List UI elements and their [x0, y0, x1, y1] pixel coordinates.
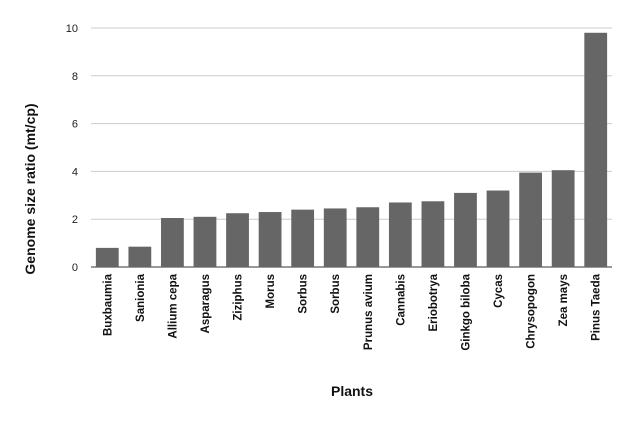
y-tick-label: 4 — [72, 166, 78, 178]
x-category-label: Sorbus — [298, 274, 310, 314]
x-category-label: Cycas — [493, 274, 505, 308]
x-category-label: Ginkgo biloba — [460, 273, 472, 350]
bar — [584, 32, 608, 267]
bar — [388, 202, 412, 267]
bar — [421, 201, 445, 267]
bar — [226, 213, 249, 267]
bar — [454, 192, 477, 267]
bar — [323, 208, 347, 267]
bar — [356, 207, 380, 267]
y-tick-label: 10 — [66, 23, 78, 35]
x-category-labels: Buxbaumia Sanionia Allium cepa Asparagus Ziz… — [102, 273, 602, 350]
x-category-label: Eriobotrya — [428, 273, 440, 331]
x-category-label: Buxbaumia — [102, 273, 114, 336]
bars — [95, 32, 608, 267]
x-category-label: Sanionia — [135, 273, 147, 322]
x-category-label: Morus — [265, 274, 277, 309]
bar — [128, 246, 152, 267]
x-category-label: Ziziphus — [233, 274, 245, 321]
x-category-label: Sorbus — [330, 274, 342, 314]
bar — [519, 172, 542, 267]
x-category-label: Asparagus — [200, 274, 212, 333]
x-category-label: Chrysopogon — [526, 274, 538, 349]
x-category-label: Allium cepa — [167, 273, 179, 338]
bar — [161, 218, 184, 267]
bar — [193, 216, 217, 267]
bar — [291, 209, 315, 267]
y-tick-label: 2 — [72, 214, 78, 226]
x-category-label: Zea mays — [558, 274, 570, 326]
x-category-label: Cannabis — [395, 274, 407, 326]
bar — [258, 212, 282, 267]
y-tick-labels: 0 2 4 6 8 10 — [66, 23, 78, 274]
y-tick-label: 8 — [72, 71, 78, 83]
bar — [95, 247, 119, 267]
bar — [551, 170, 575, 267]
x-axis-title: Plants — [331, 383, 373, 399]
y-tick-label: 0 — [72, 262, 78, 274]
y-tick-label: 6 — [72, 119, 78, 131]
x-category-label: Prunus avium — [363, 274, 375, 350]
bar — [486, 190, 510, 267]
x-category-label: Pinus Taeda — [591, 273, 603, 340]
y-axis-title: Genome size ratio (mt/cp) — [22, 103, 38, 274]
